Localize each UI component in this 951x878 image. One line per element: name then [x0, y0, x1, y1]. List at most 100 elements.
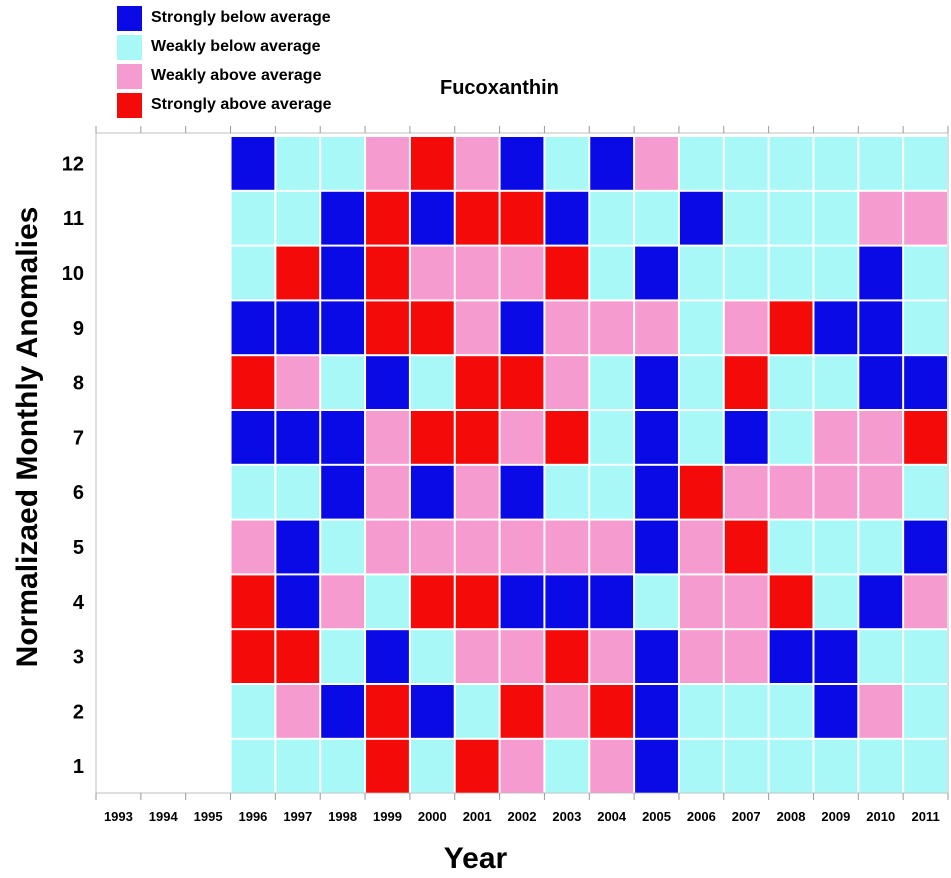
- heatmap-cell: [321, 685, 365, 738]
- heatmap-cell: [455, 137, 499, 190]
- y-tick-label: 7: [73, 427, 84, 449]
- heatmap-cell: [724, 630, 768, 683]
- heatmap-cell: [500, 301, 544, 355]
- heatmap-cell: [679, 191, 723, 245]
- heatmap-cell: [635, 630, 678, 683]
- heatmap-cell: [321, 137, 365, 190]
- heatmap-cell: [321, 520, 365, 574]
- heatmap-cell: [904, 520, 947, 574]
- heatmap-cell: [904, 465, 947, 519]
- x-tick-label: 1994: [149, 809, 179, 824]
- heatmap-cell: [724, 685, 768, 738]
- heatmap-cell: [635, 356, 678, 409]
- heatmap-cell: [769, 301, 813, 355]
- heatmap-cell: [366, 246, 409, 300]
- heatmap-cell: [366, 630, 409, 683]
- x-tick-label: 1997: [283, 809, 312, 824]
- heatmap-cell: [724, 575, 768, 629]
- heatmap-cell: [679, 630, 723, 683]
- heatmap-cell: [410, 630, 454, 683]
- heatmap-cell: [814, 191, 858, 245]
- heatmap-cell: [500, 411, 544, 464]
- heatmap-cell: [859, 520, 903, 574]
- heatmap-cell: [814, 137, 858, 190]
- heatmap-cell: [410, 739, 454, 793]
- heatmap-cell: [545, 739, 589, 793]
- heatmap-cells: [231, 137, 947, 793]
- heatmap-cell: [545, 356, 589, 409]
- heatmap-cell: [366, 685, 409, 738]
- heatmap-cell: [366, 575, 409, 629]
- heatmap-cell: [231, 301, 275, 355]
- heatmap-cell: [814, 246, 858, 300]
- heatmap-cell: [635, 191, 678, 245]
- heatmap-cell: [276, 137, 320, 190]
- x-tick-label: 1998: [328, 809, 357, 824]
- heatmap-cell: [635, 411, 678, 464]
- x-tick-label: 1995: [194, 809, 223, 824]
- heatmap-cell: [455, 465, 499, 519]
- y-tick-label: 9: [73, 318, 84, 340]
- heatmap-cell: [231, 685, 275, 738]
- heatmap-cell: [321, 246, 365, 300]
- heatmap-cell: [904, 685, 947, 738]
- heatmap-cell: [321, 575, 365, 629]
- heatmap-cell: [724, 356, 768, 409]
- heatmap-cell: [366, 465, 409, 519]
- heatmap-cell: [276, 520, 320, 574]
- heatmap-cell: [904, 191, 947, 245]
- heatmap-cell: [769, 630, 813, 683]
- heatmap-cell: [679, 739, 723, 793]
- heatmap-cell: [904, 301, 947, 355]
- heatmap-cell: [500, 465, 544, 519]
- heatmap-cell: [590, 356, 634, 409]
- heatmap-cell: [410, 575, 454, 629]
- heatmap-cell: [769, 575, 813, 629]
- x-tick-label: 2001: [463, 809, 492, 824]
- legend-label: Strongly below average: [151, 9, 331, 26]
- heatmap-cell: [500, 739, 544, 793]
- heatmap-cell: [724, 520, 768, 574]
- y-tick-label: 5: [73, 537, 84, 559]
- heatmap-cell: [231, 246, 275, 300]
- heatmap-cell: [724, 246, 768, 300]
- y-tick-label: 8: [73, 373, 84, 395]
- heatmap-cell: [321, 630, 365, 683]
- heatmap-cell: [635, 301, 678, 355]
- heatmap-cell: [679, 685, 723, 738]
- heatmap-cell: [455, 356, 499, 409]
- heatmap-cell: [859, 356, 903, 409]
- x-tick-label: 2007: [732, 809, 761, 824]
- heatmap-cell: [276, 356, 320, 409]
- heatmap-cell: [276, 301, 320, 355]
- plot-frame: [95, 132, 949, 794]
- heatmap-cell: [769, 191, 813, 245]
- heatmap-cell: [814, 520, 858, 574]
- heatmap-cell: [500, 575, 544, 629]
- x-tick-label: 2006: [687, 809, 716, 824]
- heatmap-cell: [321, 411, 365, 464]
- heatmap-cell: [769, 246, 813, 300]
- heatmap-cell: [679, 246, 723, 300]
- heatmap-cell: [904, 356, 947, 409]
- heatmap-cell: [814, 685, 858, 738]
- heatmap-cell: [859, 630, 903, 683]
- x-tick-label: 2010: [866, 809, 895, 824]
- heatmap-cell: [231, 137, 275, 190]
- heatmap-cell: [231, 411, 275, 464]
- heatmap-cell: [635, 575, 678, 629]
- y-tick-label: 12: [62, 153, 84, 175]
- heatmap-cell: [276, 575, 320, 629]
- heatmap-cell: [455, 191, 499, 245]
- heatmap-cell: [679, 520, 723, 574]
- heatmap-cell: [814, 411, 858, 464]
- heatmap-cell: [276, 630, 320, 683]
- heatmap-cell: [724, 465, 768, 519]
- heatmap-cell: [545, 137, 589, 190]
- legend-label: Weakly below average: [151, 38, 321, 55]
- x-tick-label: 2002: [508, 809, 537, 824]
- heatmap-cell: [231, 630, 275, 683]
- y-axis-label: Normalizaed Monthly Anomalies: [11, 206, 44, 668]
- heatmap-cell: [859, 465, 903, 519]
